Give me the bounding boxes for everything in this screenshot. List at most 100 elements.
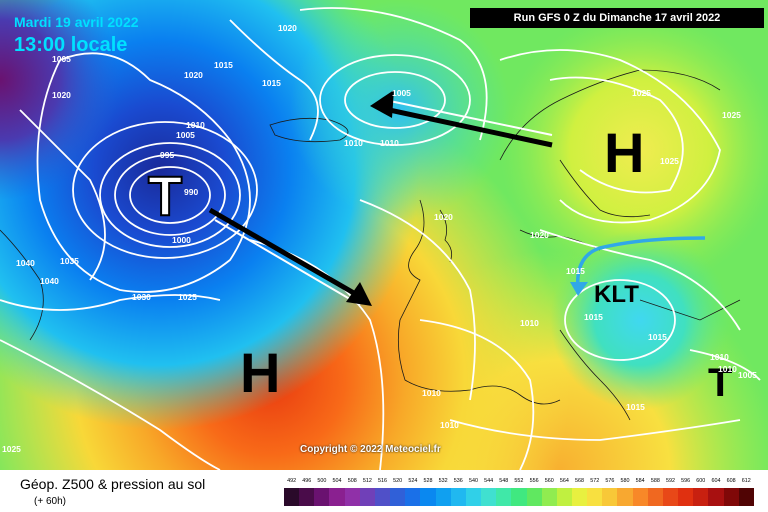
high-azores-marker: H [240, 341, 280, 404]
pressure-label: 1010 [718, 364, 737, 374]
legend-label: 504 [332, 478, 342, 484]
pressure-label: 1015 [648, 332, 667, 342]
legend-label: 604 [711, 478, 721, 484]
pressure-label: 1010 [710, 352, 729, 362]
pressure-label: 1030 [132, 292, 151, 302]
legend-label: 540 [468, 478, 478, 484]
legend-label: 536 [453, 478, 463, 484]
legend-labels: 492 496 500 504 508 512 516 520 524 528 532 536 540 5… [284, 478, 754, 486]
legend-label: 516 [378, 478, 388, 484]
legend-swatch [299, 488, 315, 506]
model-run-banner: Run GFS 0 Z du Dimanche 17 avril 2022 [470, 8, 764, 28]
legend-label: 492 [287, 478, 297, 484]
pressure-label: 1025 [660, 156, 679, 166]
legend-swatch [662, 488, 679, 506]
copyright-notice: Copyright © 2022 Meteociel.fr [300, 444, 441, 455]
legend-label: 564 [559, 478, 569, 484]
legend-label: 572 [590, 478, 600, 484]
legend-label: 568 [575, 478, 585, 484]
pressure-label: 1010 [186, 120, 205, 130]
low-eastern-marker: T [708, 361, 732, 405]
field-klt [0, 0, 768, 470]
legend-label: 576 [605, 478, 615, 484]
pressure-label: 1010 [520, 318, 539, 328]
pressure-label: 995 [160, 150, 174, 160]
isobars [0, 7, 761, 470]
pressure-label: 1020 [52, 90, 71, 100]
legend-swatch [496, 488, 512, 506]
legend-swatch [374, 488, 391, 506]
klt-flow-arrow [570, 236, 706, 296]
pressure-label: 1010 [380, 138, 399, 148]
legend-bar [284, 488, 754, 506]
legend-swatch [481, 488, 497, 506]
legend-label: 532 [438, 478, 448, 484]
pressure-label: 1005 [392, 88, 411, 98]
pressure-label: 1020 [184, 70, 203, 80]
legend-label: 512 [362, 478, 372, 484]
pressure-label: 1005 [738, 370, 757, 380]
legend-swatch [435, 488, 451, 506]
pressure-label: 1020 [278, 23, 297, 33]
pressure-label: 1035 [60, 256, 79, 266]
map-title: Géop. Z500 & pression au sol [20, 476, 206, 492]
legend-label: 560 [544, 478, 554, 484]
legend-label: 520 [393, 478, 403, 484]
legend-swatch [556, 488, 572, 506]
legend-swatch [647, 488, 663, 506]
legend-swatch [632, 488, 648, 506]
legend-label: 524 [408, 478, 418, 484]
pressure-label: 1025 [2, 444, 21, 454]
pressure-label: 1040 [16, 258, 35, 268]
legend-label: 508 [347, 478, 357, 484]
legend-label: 588 [650, 478, 660, 484]
legend-label: 584 [635, 478, 645, 484]
legend-label: 608 [726, 478, 736, 484]
legend-swatch [390, 488, 406, 506]
high-scandinavia-marker: H [604, 121, 644, 184]
pressure-label: 1015 [566, 266, 585, 276]
legend-swatch [708, 488, 724, 506]
legend-swatch [511, 488, 527, 506]
legend-swatch [693, 488, 709, 506]
forecast-time: 13:00 locale [14, 34, 128, 56]
legend-swatch [405, 488, 421, 506]
low-atlantic-marker: T [148, 164, 182, 227]
pressure-label: 1015 [262, 78, 281, 88]
flow-arrow-france [208, 207, 372, 306]
legend-swatch [284, 488, 300, 506]
color-legend: 492 496 500 504 508 512 516 520 524 528 532 536 540 5… [284, 478, 754, 506]
legend-label: 580 [620, 478, 630, 484]
pressure-label: 1010 [422, 388, 441, 398]
pressure-labels: 1020 1005 1020 1020 1015 1015 1010 1005 … [2, 23, 757, 454]
legend-label: 552 [514, 478, 524, 484]
forecast-date: Mardi 19 avril 2022 [14, 14, 139, 30]
legend-label: 496 [302, 478, 312, 484]
pressure-label: 1020 [434, 212, 453, 222]
legend-swatch [465, 488, 482, 506]
legend-swatch [571, 488, 588, 506]
legend-label: 596 [681, 478, 691, 484]
pressure-label: 1025 [722, 110, 741, 120]
legend-label: 600 [696, 478, 706, 484]
klt-label: KLT [594, 281, 639, 308]
pressure-label: 1015 [214, 60, 233, 70]
pressure-label: 1025 [632, 88, 651, 98]
legend-swatch [617, 488, 633, 506]
pressure-label: 1040 [40, 276, 59, 286]
legend-swatch [359, 488, 375, 506]
legend-swatch [587, 488, 603, 506]
legend-label: 544 [484, 478, 494, 484]
legend-swatch [420, 488, 436, 506]
legend-swatch [344, 488, 360, 506]
legend-swatch [329, 488, 345, 506]
pressure-label: 1010 [440, 420, 459, 430]
legend-swatch [602, 488, 618, 506]
legend-swatch [450, 488, 466, 506]
pressure-label: 1010 [344, 138, 363, 148]
pressure-label: 1025 [178, 292, 197, 302]
legend-label: 500 [317, 478, 327, 484]
legend-swatch [314, 488, 330, 506]
pressure-label: 1015 [626, 402, 645, 412]
legend-swatch [723, 488, 739, 506]
